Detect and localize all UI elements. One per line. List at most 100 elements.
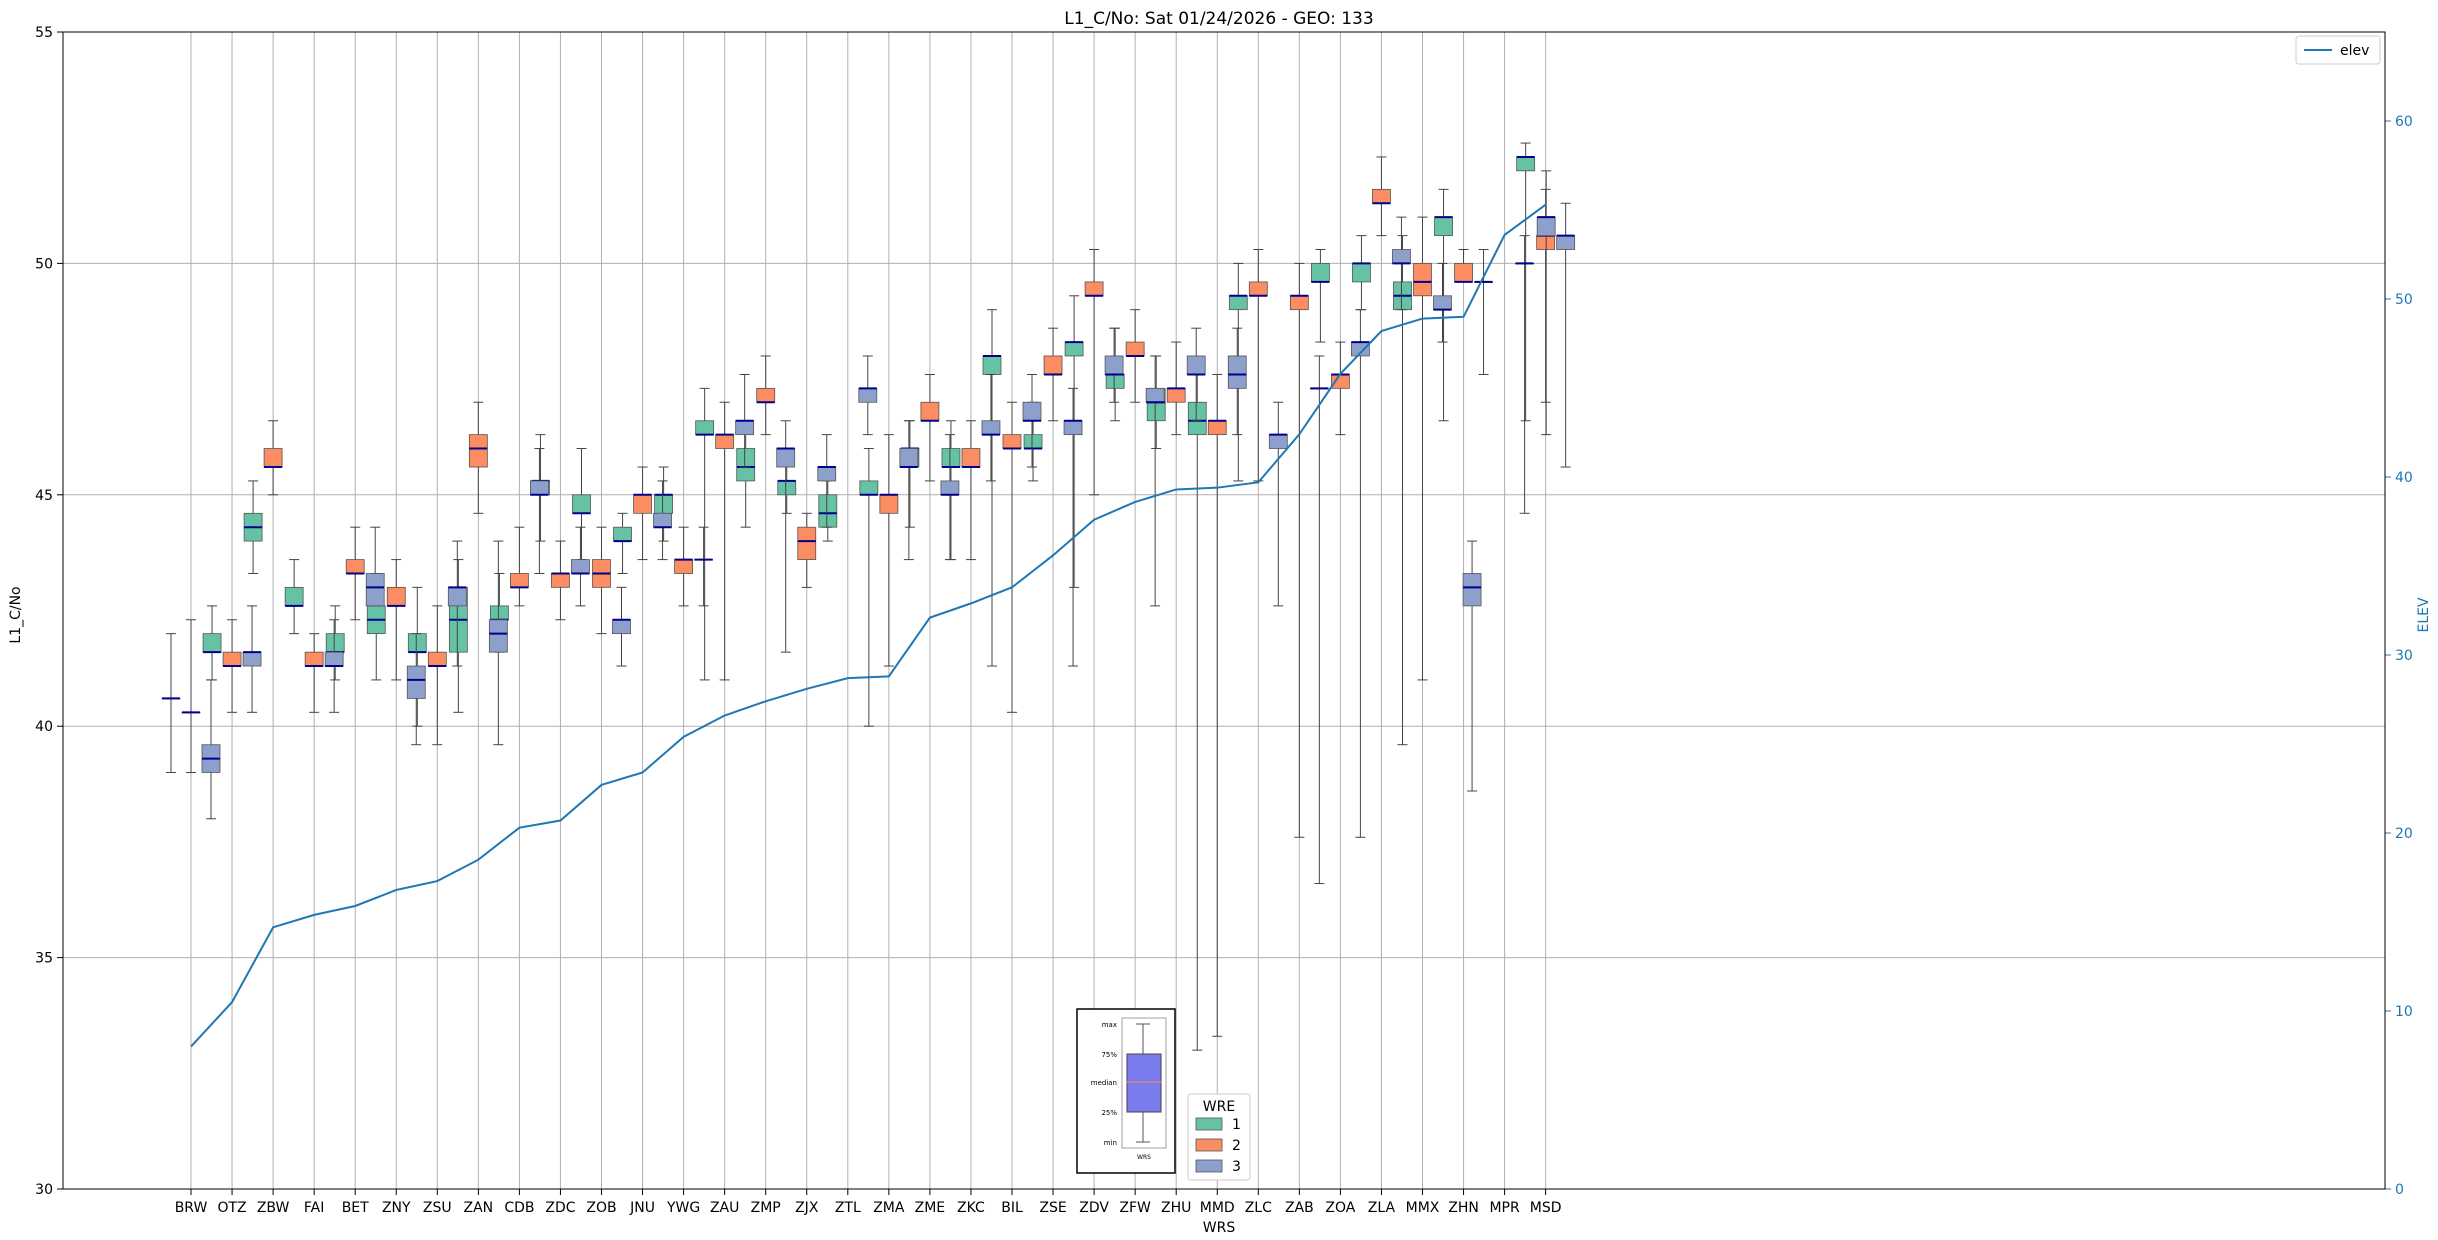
box-iqr (509, 573, 529, 588)
x-tick-label: ZOB (586, 1200, 616, 1216)
box-wre2-zme (920, 373, 940, 482)
box-wre1-zkc (941, 420, 961, 561)
box-extra-0 (1462, 540, 1482, 792)
box-iqr (1536, 235, 1556, 250)
x-tick-label: MSD (1530, 1200, 1562, 1216)
key-inset: max 75% median 25% min WRS (1076, 1008, 1176, 1174)
x-tick-label: ZHU (1161, 1200, 1191, 1216)
wre-legend-label-2: 2 (1232, 1138, 1241, 1154)
box-iqr (1104, 355, 1124, 375)
box-wre3-mmd (1227, 327, 1247, 436)
box-iqr (961, 448, 981, 468)
x-tick-label: FAI (304, 1200, 324, 1216)
box-iqr (817, 466, 837, 482)
box-wre3-fai (324, 619, 344, 713)
wre-legend-swatch-1 (1195, 1117, 1223, 1131)
x-tick-label: ZAB (1285, 1200, 1314, 1216)
y-tick-label: 30 (35, 1182, 53, 1198)
box-iqr (1105, 374, 1125, 389)
key-label-q3: 75% (1101, 1051, 1117, 1059)
box-iqr (940, 480, 960, 496)
box-iqr (1228, 295, 1248, 311)
box-iqr (612, 619, 631, 635)
x-tick-label: ZLA (1368, 1200, 1396, 1216)
box-wre2-zbw (263, 420, 283, 496)
box-iqr (899, 448, 919, 468)
box-wre1-zbw (243, 480, 263, 574)
x-tick-label: OTZ (217, 1200, 246, 1216)
x-tick-label: ZDV (1079, 1200, 1109, 1216)
box-wre3-zau (735, 373, 755, 468)
key-label-median: median (1091, 1079, 1117, 1087)
box-wre2-zhn (1454, 249, 1473, 283)
box-wre3-ywg (694, 526, 713, 607)
box-iqr (674, 559, 693, 574)
box-iqr (468, 434, 488, 468)
box-wre1-zoa (1311, 249, 1330, 343)
box-iqr (571, 559, 590, 574)
box-wre2-zob (592, 526, 611, 635)
box-iqr (695, 420, 715, 436)
box-iqr (1289, 295, 1309, 311)
box-wre2-zny (386, 559, 406, 681)
box-wre2-bil (1002, 401, 1022, 713)
box-iqr (654, 494, 673, 514)
box-wre3-zab (1309, 355, 1329, 885)
box-wre2-zma (879, 434, 899, 667)
x-tick-label: ZAU (710, 1200, 739, 1216)
wre-legend-frame (1187, 1093, 1251, 1181)
elev-legend-label: elev (2340, 43, 2369, 59)
box-wre2-zmp (756, 355, 776, 436)
box-iqr (1413, 262, 1432, 297)
box-wre2-zjx (797, 512, 817, 588)
box-wre2-zab (1289, 262, 1309, 838)
box-wre3-msd (1556, 202, 1576, 468)
wre-legend: WRE 1 2 3 (1187, 1093, 1251, 1181)
box-wre3-zan (488, 540, 508, 746)
box-iqr (304, 651, 324, 667)
box-iqr (530, 480, 549, 496)
x-tick-label: ZBW (257, 1200, 290, 1216)
elev-line (190, 203, 1547, 1048)
box-iqr (242, 651, 262, 667)
box-wre2-mmd (1207, 373, 1227, 1037)
box-wre2-zdv (1084, 249, 1104, 496)
plot-frame (62, 31, 2386, 1190)
box-iqr (551, 573, 570, 588)
y2-tick-label: 20 (2395, 826, 2413, 842)
box-wre1-jnu (613, 512, 632, 574)
y-tick-label: 50 (35, 256, 53, 272)
box-wre3-zob (612, 586, 631, 667)
box-wre1-fai (284, 559, 304, 635)
box-iqr (1372, 188, 1391, 204)
box-iqr (427, 651, 447, 667)
x-tick-label: ZNY (382, 1200, 411, 1216)
box-wre3-zoa (1351, 309, 1370, 838)
wre-legend-swatch-3 (1195, 1159, 1223, 1173)
box-iqr (489, 605, 509, 621)
box-iqr (1125, 341, 1145, 357)
box-iqr (1145, 387, 1165, 403)
x-tick-label: MPR (1489, 1200, 1520, 1216)
box-iqr (879, 494, 899, 514)
box-iqr (1166, 387, 1186, 403)
box-wre3-bil (1022, 373, 1042, 468)
box-iqr (633, 494, 652, 514)
y2-axis-label: ELEV (2416, 597, 2432, 632)
elev-line-group (190, 203, 1547, 1048)
box-wre1-zma (859, 448, 879, 727)
box-iqr (202, 633, 222, 653)
box-wre3-mpr (1515, 235, 1534, 514)
box-wre2-zdc (551, 540, 570, 621)
box-iqr (1023, 434, 1043, 449)
box-iqr (1311, 262, 1330, 283)
box-wre2-zsu (427, 605, 447, 746)
axes: 30 35 40 45 50 55 0 10 20 30 40 50 60 BRW OTZ ZBW FAI BET… (35, 25, 2413, 1216)
y2-tick-label: 30 (2395, 648, 2413, 664)
x-tick-label: BRW (175, 1200, 208, 1216)
box-iqr (1043, 355, 1063, 375)
box-iqr (818, 494, 838, 528)
box-iqr (1392, 249, 1411, 264)
box-iqr (756, 387, 776, 403)
